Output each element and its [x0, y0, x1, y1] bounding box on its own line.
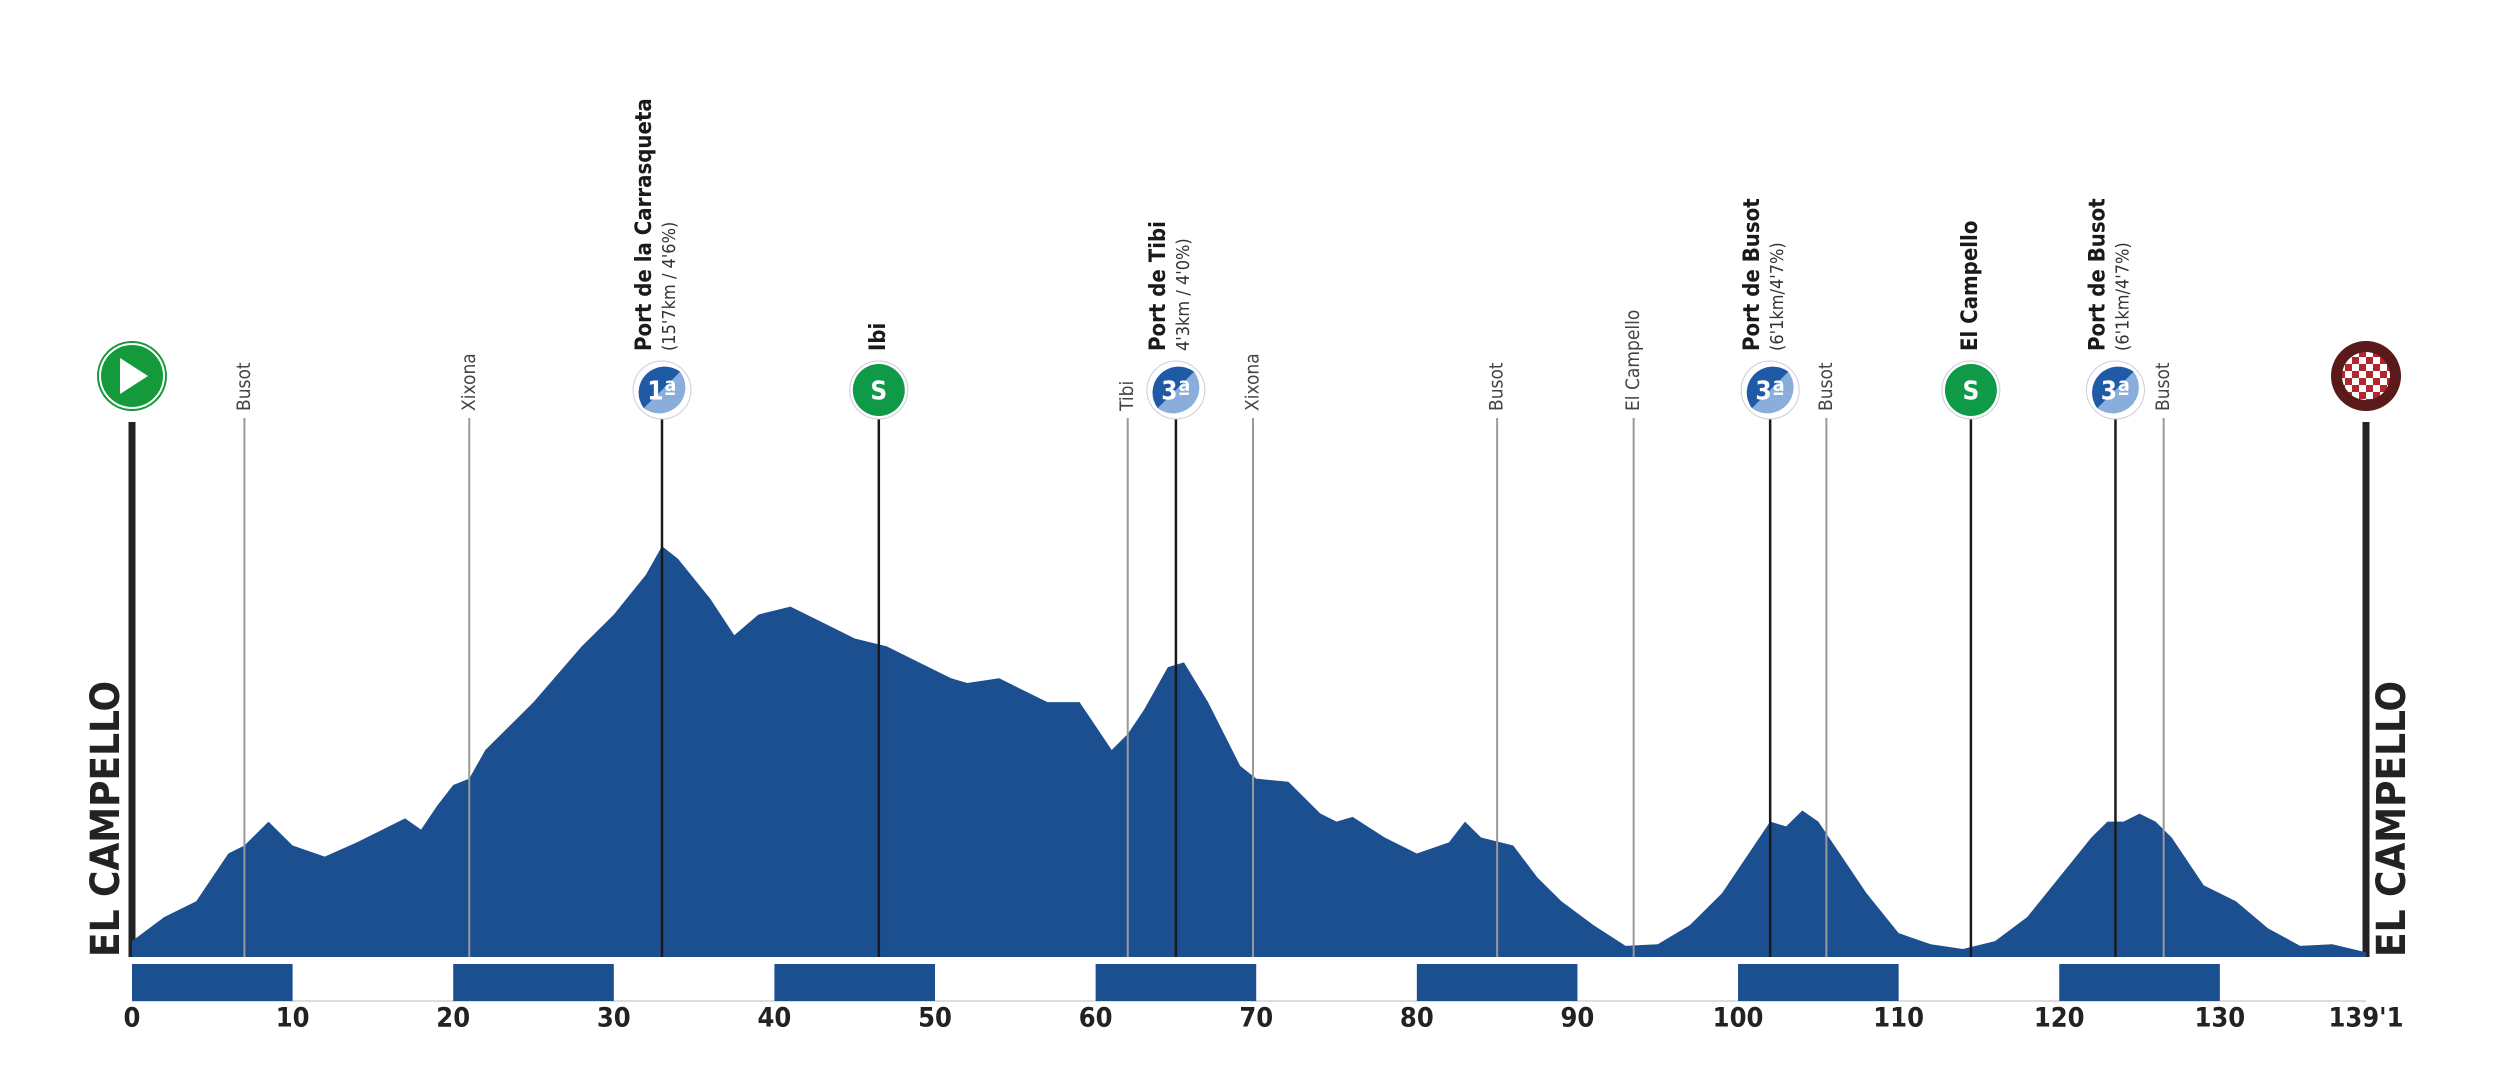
- climb-detail: (15'7km / 4'6%): [659, 222, 680, 351]
- climb-name: Port de la Carrasqueta: [632, 98, 657, 351]
- badge-label: 1ª: [647, 377, 676, 407]
- badge-fill: [1944, 364, 1997, 416]
- badge-dark: [1152, 366, 1195, 409]
- badge-dark: [1746, 366, 1789, 409]
- sprint-name: El Campello: [1958, 221, 1983, 351]
- climb-badge: 3ª: [1146, 360, 1206, 420]
- climb-name: Port de Tibi: [1146, 221, 1171, 351]
- place-label: Busot: [1815, 362, 1837, 411]
- sprint-badge: S: [849, 360, 909, 420]
- finish-icon: [2331, 341, 2401, 411]
- place-label: Xixona: [458, 353, 480, 411]
- climb-badge: 3ª: [2085, 360, 2145, 420]
- x-tick-label: 100: [1713, 1003, 1764, 1034]
- x-tick-label: 80: [1400, 1003, 1434, 1034]
- x-tick-label: 139'1: [2328, 1003, 2403, 1034]
- x-tick-label: 130: [2194, 1003, 2245, 1034]
- x-tick-label: 120: [2034, 1003, 2085, 1034]
- badge-label: 3ª: [1161, 377, 1190, 407]
- place-label: Xixona: [1242, 353, 1264, 411]
- km-block: [774, 964, 936, 1001]
- climb-badge: 3ª: [1740, 360, 1800, 420]
- place-label: Busot: [233, 362, 255, 411]
- x-tick-label: 30: [597, 1003, 631, 1034]
- badge-label: S: [1962, 377, 1979, 407]
- x-tick-label: 60: [1079, 1003, 1113, 1034]
- place-label: Busot: [2152, 362, 2174, 411]
- finish-label: EL CAMPELLO: [2369, 681, 2415, 957]
- km-block: [132, 964, 293, 1001]
- badge-light: [2097, 371, 2139, 414]
- x-tick-label: 10: [276, 1003, 310, 1034]
- climb-badge: 1ª: [632, 360, 692, 420]
- badge-light: [1157, 371, 1200, 414]
- km-block: [1738, 964, 1899, 1001]
- km-block: [2059, 964, 2220, 1001]
- badge-fill: [852, 364, 905, 416]
- x-tick-label: 50: [918, 1003, 952, 1034]
- place-label: El Campello: [1622, 310, 1644, 411]
- badge-dark: [638, 366, 681, 409]
- climb-detail: (6'1km/4'7%): [2112, 242, 2133, 351]
- badge-label: S: [870, 377, 887, 407]
- badge-label: 3ª: [1755, 377, 1784, 407]
- place-label: Busot: [1486, 362, 1508, 411]
- badge-label: 3ª: [2101, 377, 2130, 407]
- climb-detail: 4'3km / 4'0%): [1173, 238, 1194, 351]
- x-tick-label: 0: [124, 1003, 141, 1034]
- x-tick-label: 40: [758, 1003, 792, 1034]
- place-label: Tibi: [1116, 381, 1138, 412]
- climb-detail: (6'1km/4'7%): [1767, 242, 1788, 351]
- x-tick-label: 70: [1239, 1003, 1273, 1034]
- elevation-area: [132, 546, 2366, 957]
- climb-name: Port de Busot: [2085, 198, 2110, 351]
- x-tick-label: 90: [1561, 1003, 1595, 1034]
- km-block: [453, 964, 614, 1001]
- badge-light: [1751, 371, 1794, 414]
- km-block: [1416, 964, 1578, 1001]
- climb-name: Port de Busot: [1740, 198, 1765, 351]
- badge-light: [643, 371, 686, 414]
- x-tick-label: 110: [1873, 1003, 1924, 1034]
- x-tick-label: 20: [436, 1003, 470, 1034]
- start-icon: [97, 341, 167, 411]
- badge-dark: [2092, 366, 2134, 409]
- sprint-name: Ibi: [866, 323, 891, 351]
- start-label: EL CAMPELLO: [83, 681, 129, 957]
- sprint-badge: S: [1941, 360, 2001, 420]
- km-block: [1095, 964, 1257, 1001]
